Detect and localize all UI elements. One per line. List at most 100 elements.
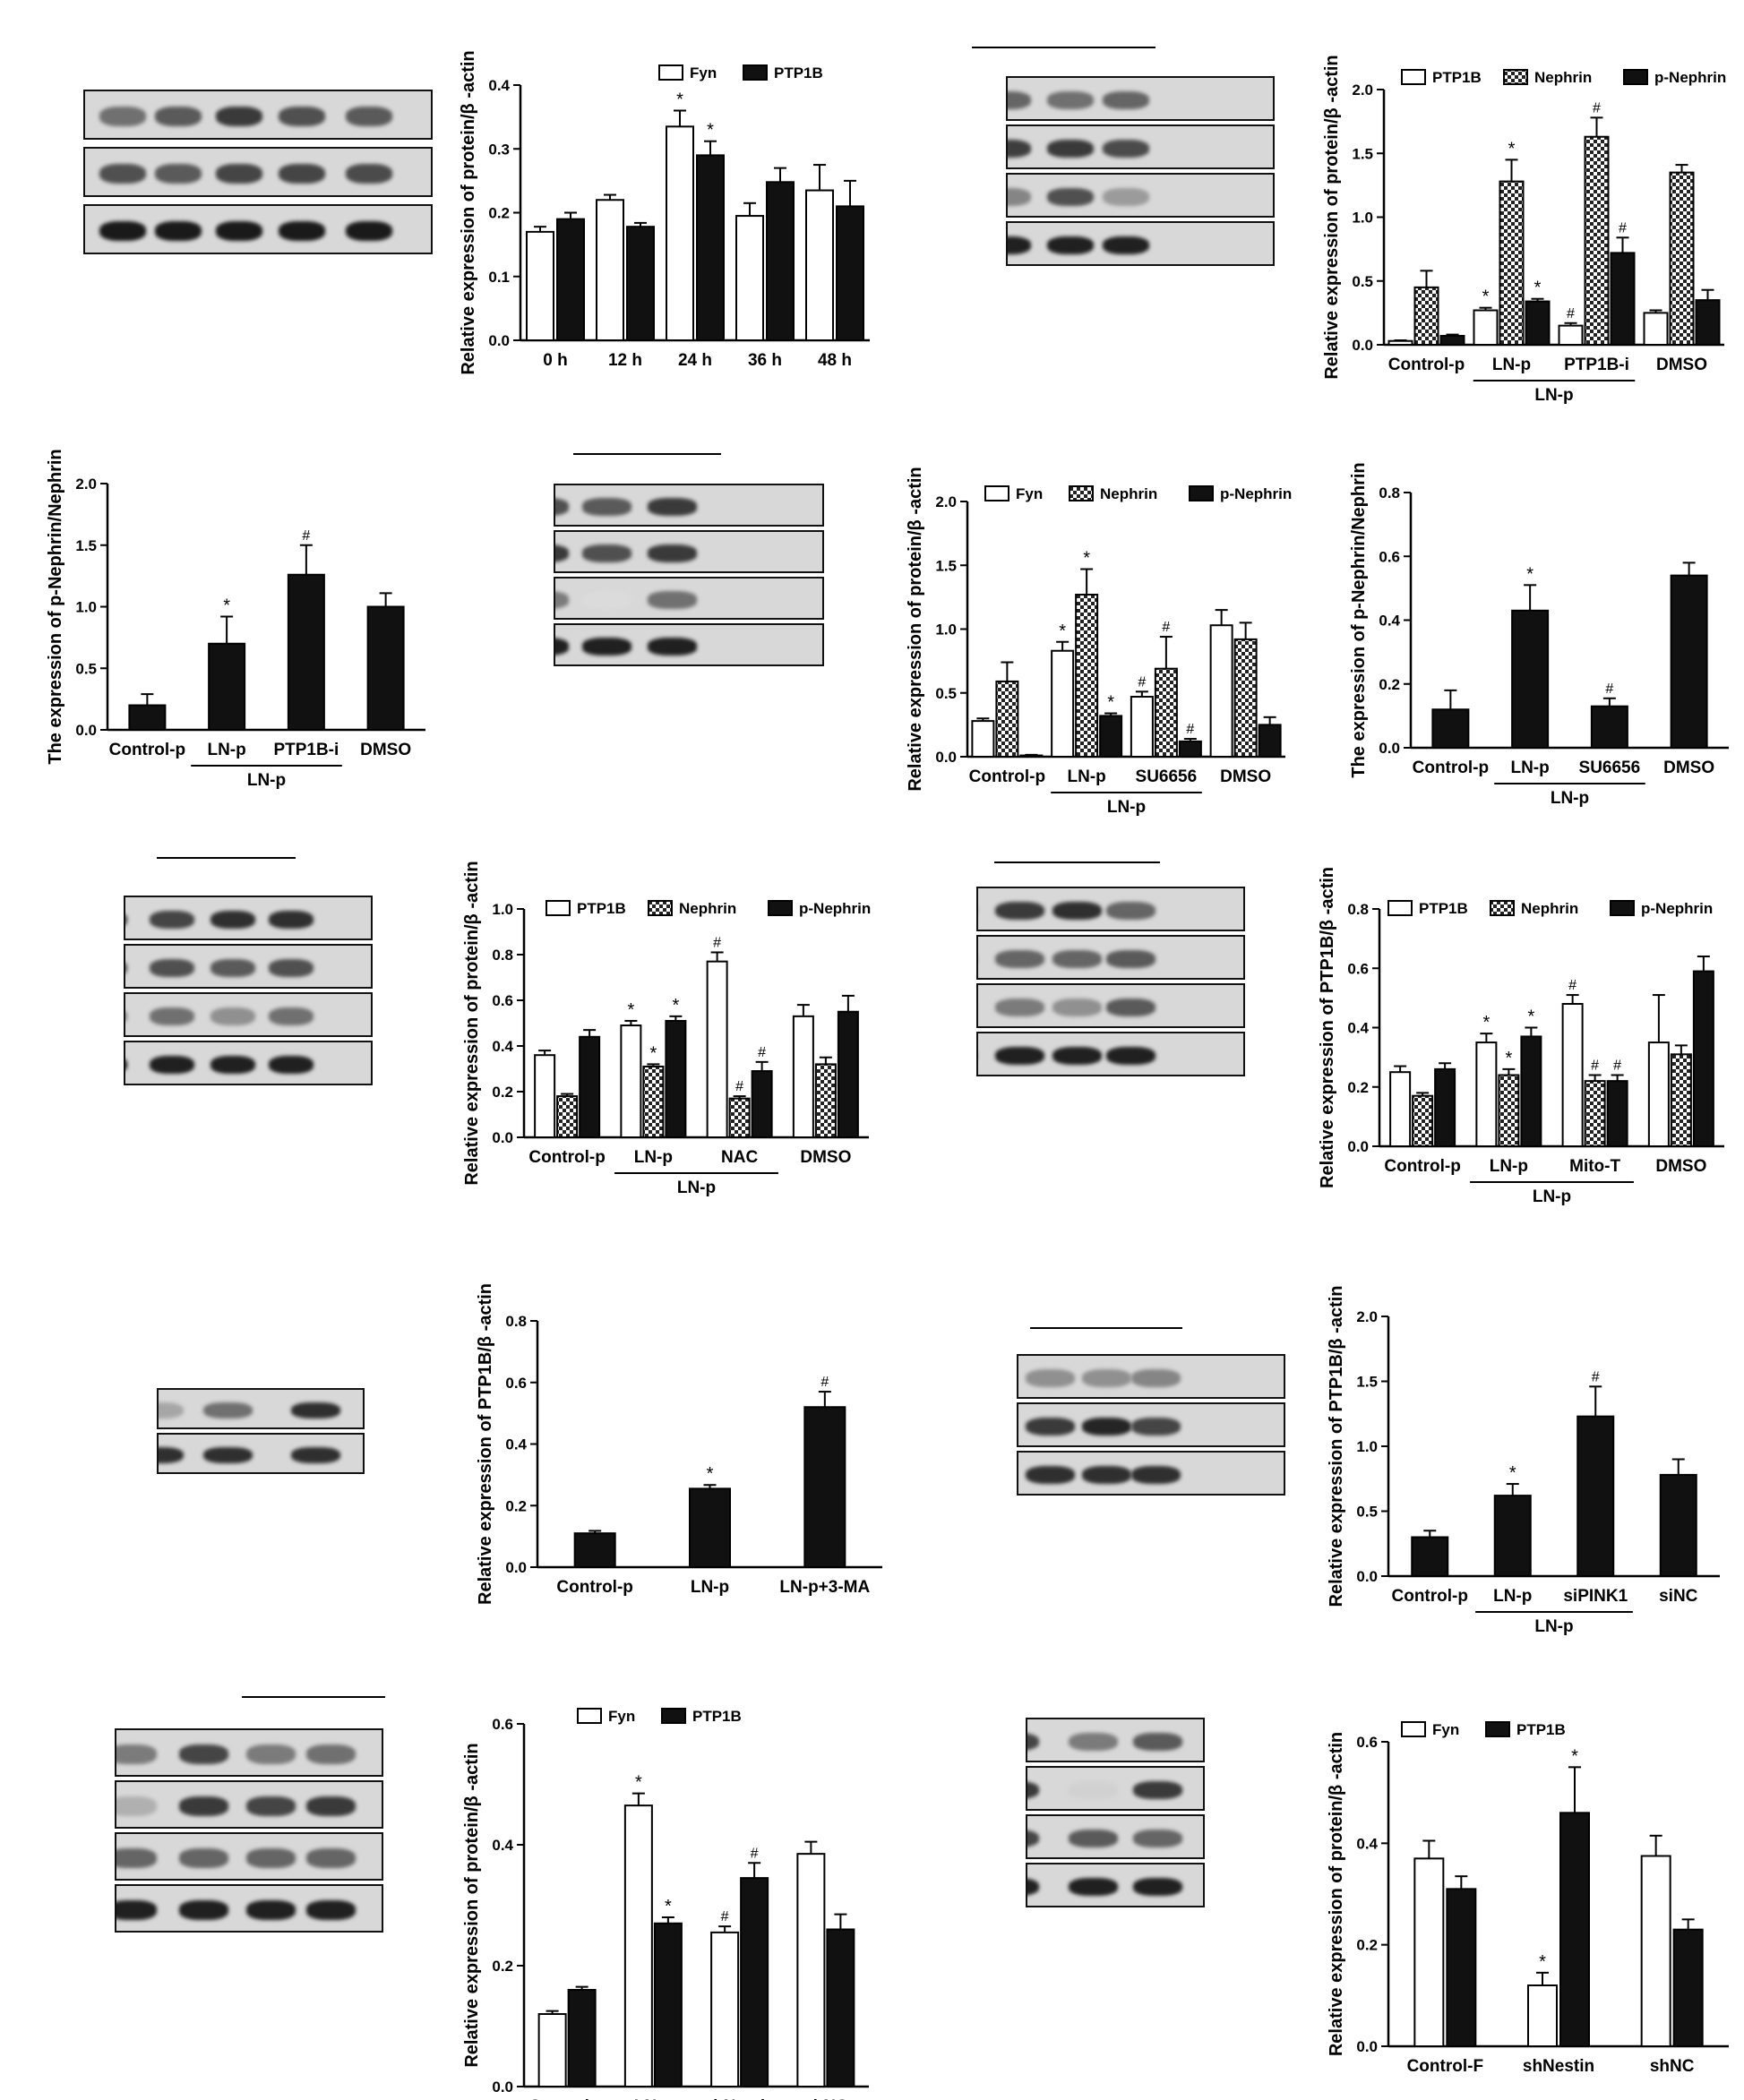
bar bbox=[1439, 335, 1465, 346]
y-tick-label: 2.0 bbox=[935, 493, 957, 510]
band bbox=[1105, 902, 1156, 920]
chart-svg: 0.0 0.5 1.0 1.5 2.0 The expression of p-Nephr… bbox=[46, 449, 425, 790]
band bbox=[647, 498, 697, 516]
blot-strip bbox=[1017, 1354, 1285, 1399]
category-label: shNC bbox=[803, 2097, 848, 2100]
band bbox=[1047, 91, 1094, 109]
legend-label: p-Nephrin bbox=[1654, 69, 1726, 86]
y-tick-label: 0.0 bbox=[1356, 2038, 1378, 2055]
bar bbox=[534, 1054, 556, 1139]
band bbox=[1047, 236, 1094, 254]
significance-mark: # bbox=[1593, 100, 1601, 116]
y-tick-label: 0.0 bbox=[505, 1559, 527, 1576]
category-label: LN-p bbox=[1510, 759, 1549, 777]
chart-svg: 0.0 0.5 1.0 1.5 2.0 Relative expression of PT… bbox=[1327, 1286, 1720, 1636]
bar bbox=[623, 1804, 653, 2087]
band bbox=[210, 911, 255, 929]
band bbox=[1081, 1418, 1131, 1436]
band bbox=[178, 1744, 228, 1764]
y-tick-label: 0.4 bbox=[488, 77, 510, 94]
chart-panel-T: 0.0 0.2 0.4 0.6 Relative expression of prote… bbox=[1303, 1639, 1744, 2096]
blot-strip bbox=[124, 1041, 373, 1085]
bar bbox=[537, 2013, 567, 2087]
band bbox=[1052, 1047, 1102, 1065]
legend-swatch bbox=[1610, 900, 1635, 916]
band bbox=[1008, 140, 1031, 158]
legend-label: PTP1B bbox=[1432, 69, 1482, 86]
blot-strip bbox=[1026, 1814, 1205, 1859]
blot-strip bbox=[1006, 76, 1275, 121]
band bbox=[216, 220, 262, 242]
band bbox=[1047, 188, 1094, 206]
y-axis-label: The expression of p-Nephrin/Nephrin bbox=[1349, 462, 1369, 777]
band bbox=[1047, 140, 1094, 158]
group-label: LN-p bbox=[1533, 1187, 1571, 1206]
band bbox=[216, 106, 262, 127]
category-label: Control-F bbox=[1407, 2057, 1483, 2076]
legend-label: Fyn bbox=[1016, 485, 1043, 502]
y-tick-label: 0.6 bbox=[1379, 548, 1400, 565]
bar bbox=[1413, 286, 1439, 346]
category-label: LN-p bbox=[1493, 1587, 1532, 1606]
bar bbox=[971, 720, 995, 759]
y-tick-label: 2.0 bbox=[1356, 1308, 1378, 1325]
y-tick-label: 1.5 bbox=[1352, 145, 1373, 162]
legend-swatch bbox=[768, 900, 793, 916]
band bbox=[1132, 1878, 1182, 1896]
band bbox=[178, 1900, 228, 1920]
bar bbox=[837, 1010, 859, 1138]
band bbox=[305, 1744, 356, 1764]
band bbox=[1052, 999, 1102, 1016]
legend-label: Nephrin bbox=[1534, 69, 1592, 86]
blot-panel-F bbox=[448, 412, 878, 797]
bar bbox=[556, 218, 585, 341]
category-label: LN-p+3-MA bbox=[779, 1578, 870, 1597]
significance-mark: * bbox=[665, 1897, 672, 1916]
bar bbox=[766, 181, 795, 341]
band bbox=[245, 1900, 296, 1920]
category-label: DMSO bbox=[360, 741, 411, 759]
group-underline bbox=[157, 857, 296, 859]
legend-label: PTP1B bbox=[1516, 1721, 1566, 1738]
band bbox=[279, 220, 325, 242]
band bbox=[1081, 1466, 1131, 1484]
legend-label: Nephrin bbox=[679, 900, 736, 917]
group-underline bbox=[1030, 1327, 1182, 1329]
bar bbox=[573, 1532, 616, 1568]
band bbox=[125, 959, 127, 977]
blot-strip bbox=[83, 204, 433, 254]
bar bbox=[1233, 638, 1258, 758]
bar bbox=[1672, 1928, 1704, 2047]
chart-panel-R: 0.0 0.2 0.4 0.6 Relative expression of prote… bbox=[448, 1639, 887, 2100]
legend-label: p-Nephrin bbox=[1220, 485, 1292, 502]
legend-swatch bbox=[661, 1708, 686, 1724]
y-tick-label: 0.2 bbox=[488, 205, 510, 222]
bar bbox=[728, 1097, 751, 1138]
group-underline bbox=[972, 47, 1156, 48]
blot-strip bbox=[115, 1728, 383, 1777]
significance-mark: * bbox=[676, 90, 683, 110]
y-tick-label: 0.6 bbox=[492, 992, 513, 1009]
bar bbox=[287, 573, 325, 731]
band bbox=[1025, 1369, 1075, 1387]
category-label: Control-p bbox=[1392, 1587, 1468, 1606]
bar bbox=[1434, 1067, 1456, 1147]
bar bbox=[666, 125, 694, 341]
significance-mark: * bbox=[1059, 621, 1066, 641]
bar bbox=[1584, 1080, 1606, 1147]
blot-strip bbox=[554, 577, 824, 620]
band bbox=[210, 959, 255, 977]
category-label: PTP1B-i bbox=[273, 741, 339, 759]
legend-swatch bbox=[577, 1708, 602, 1724]
significance-mark: # bbox=[758, 1045, 766, 1060]
group-underline bbox=[242, 1696, 385, 1698]
y-tick-label: 0.0 bbox=[1379, 740, 1400, 757]
y-tick-label: 0.3 bbox=[488, 141, 510, 158]
legend-swatch bbox=[1623, 69, 1648, 85]
chart-panel-P: 0.0 0.5 1.0 1.5 2.0 Relative expression of PT… bbox=[1303, 1236, 1744, 1636]
blot-strip bbox=[1006, 173, 1275, 218]
y-tick-label: 0.0 bbox=[488, 332, 510, 349]
significance-mark: * bbox=[1508, 139, 1516, 159]
band bbox=[245, 1744, 296, 1764]
bar bbox=[1099, 715, 1123, 758]
